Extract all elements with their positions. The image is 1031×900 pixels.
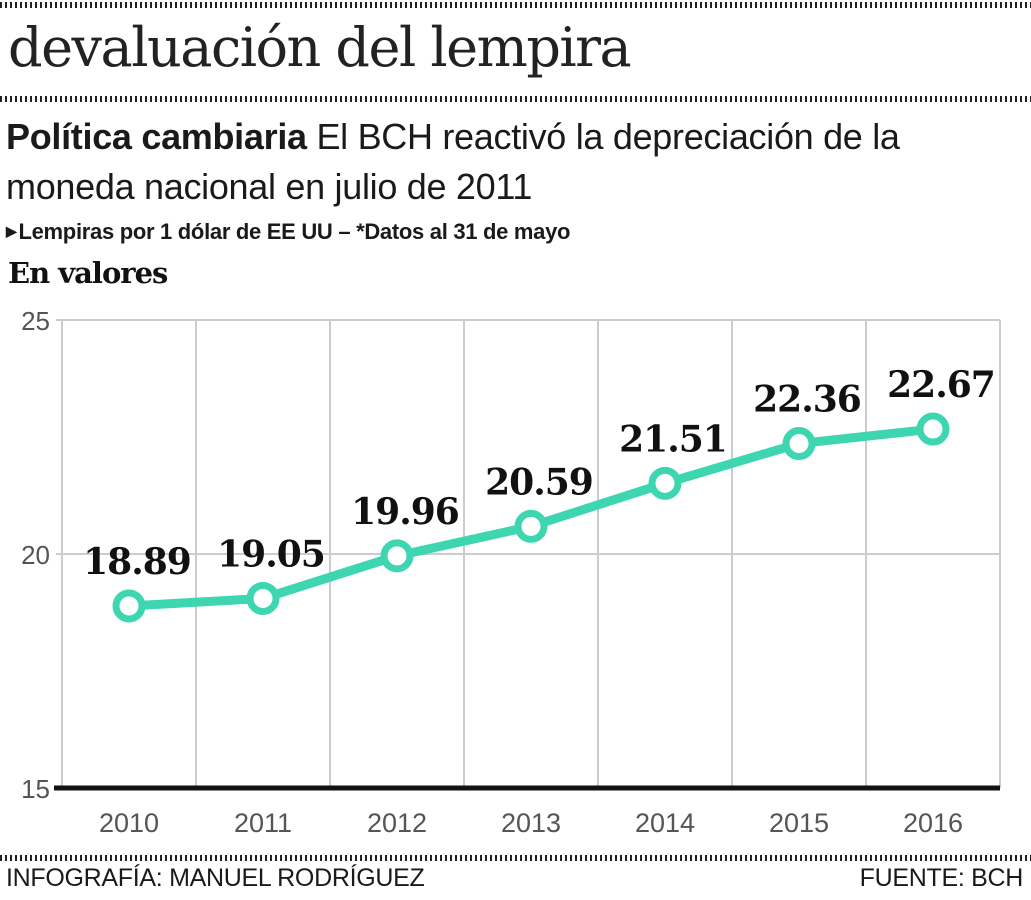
data-label: 20.59 [485, 461, 593, 503]
x-axis-ticks: 2010 2011 2012 2013 2014 2015 2016 [99, 808, 963, 838]
x-tick-label: 2015 [769, 808, 829, 838]
y-tick-label: 25 [21, 306, 50, 336]
x-tick-label: 2012 [367, 808, 427, 838]
chart-note: ▶Lempiras por 1 dólar de EE UU – *Datos … [6, 219, 570, 245]
dotted-rule-bottom [0, 855, 1031, 861]
data-label: 18.89 [83, 541, 191, 583]
y-tick-label: 15 [21, 774, 50, 804]
subtitle-lead: Política cambiaria [6, 116, 307, 157]
data-label: 19.05 [217, 533, 325, 575]
y-axis-ticks: 15 20 25 [21, 306, 50, 804]
data-point-marker [380, 539, 414, 573]
series-markers [112, 412, 950, 623]
source-line: FUENTE: BCH [859, 864, 1024, 892]
subtitle-text: El BCH reactivó la depreciación de la mo… [6, 116, 900, 207]
chart-note-text: Lempiras por 1 dólar de EE UU – *Datos a… [18, 219, 571, 244]
y-tick-label: 20 [21, 540, 50, 570]
x-tick-label: 2014 [635, 808, 695, 838]
x-tick-label: 2016 [903, 808, 963, 838]
x-tick-label: 2011 [234, 808, 292, 838]
data-point-marker [112, 589, 146, 623]
data-label: 21.51 [619, 418, 727, 460]
dotted-rule-top [0, 2, 1031, 8]
data-point-marker [782, 427, 816, 461]
dotted-rule-middle [0, 96, 1031, 102]
data-point-marker [916, 412, 950, 446]
triangle-right-icon: ▶ [6, 223, 17, 239]
data-label: 22.36 [753, 379, 861, 421]
subtitle: Política cambiaria El BCH reactivó la de… [6, 112, 1026, 212]
data-point-marker [514, 509, 548, 543]
data-point-marker [246, 581, 280, 615]
chart-heading: En valores [8, 256, 168, 290]
x-tick-label: 2013 [501, 808, 561, 838]
credit-line: INFOGRAFÍA: MANUEL RODRÍGUEZ [6, 864, 425, 892]
data-point-marker [648, 466, 682, 500]
grid [54, 319, 1001, 791]
data-label: 19.96 [351, 491, 459, 533]
x-tick-label: 2010 [99, 808, 159, 838]
data-labels: 18.89 19.05 19.96 20.59 21.51 22.36 22.67 [83, 364, 996, 583]
headline: devaluación del lempira [8, 16, 632, 79]
data-label: 22.67 [887, 364, 995, 406]
